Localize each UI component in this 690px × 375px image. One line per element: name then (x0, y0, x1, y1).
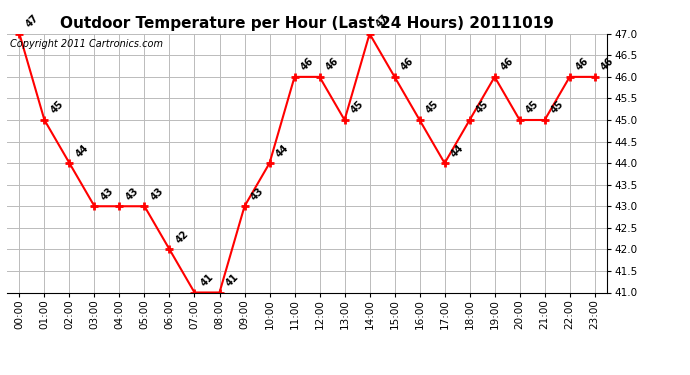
Text: 46: 46 (299, 56, 315, 73)
Text: 46: 46 (499, 56, 515, 73)
Text: 41: 41 (224, 272, 240, 288)
Text: 42: 42 (174, 229, 190, 245)
Text: Copyright 2011 Cartronics.com: Copyright 2011 Cartronics.com (10, 39, 163, 49)
Text: 45: 45 (549, 99, 565, 116)
Text: 43: 43 (148, 186, 165, 202)
Text: 46: 46 (399, 56, 415, 73)
Text: 45: 45 (474, 99, 491, 116)
Text: 45: 45 (524, 99, 540, 116)
Text: 46: 46 (599, 56, 615, 73)
Text: 45: 45 (48, 99, 65, 116)
Text: 44: 44 (74, 142, 90, 159)
Text: 43: 43 (124, 186, 140, 202)
Text: 44: 44 (448, 142, 465, 159)
Text: 45: 45 (348, 99, 365, 116)
Text: 43: 43 (248, 186, 265, 202)
Text: 45: 45 (424, 99, 440, 116)
Text: 46: 46 (574, 56, 591, 73)
Text: 47: 47 (374, 13, 391, 30)
Text: 46: 46 (324, 56, 340, 73)
Title: Outdoor Temperature per Hour (Last 24 Hours) 20111019: Outdoor Temperature per Hour (Last 24 Ho… (60, 16, 554, 31)
Text: 44: 44 (274, 142, 290, 159)
Text: 43: 43 (99, 186, 115, 202)
Text: 41: 41 (199, 272, 215, 288)
Text: 47: 47 (23, 13, 40, 30)
